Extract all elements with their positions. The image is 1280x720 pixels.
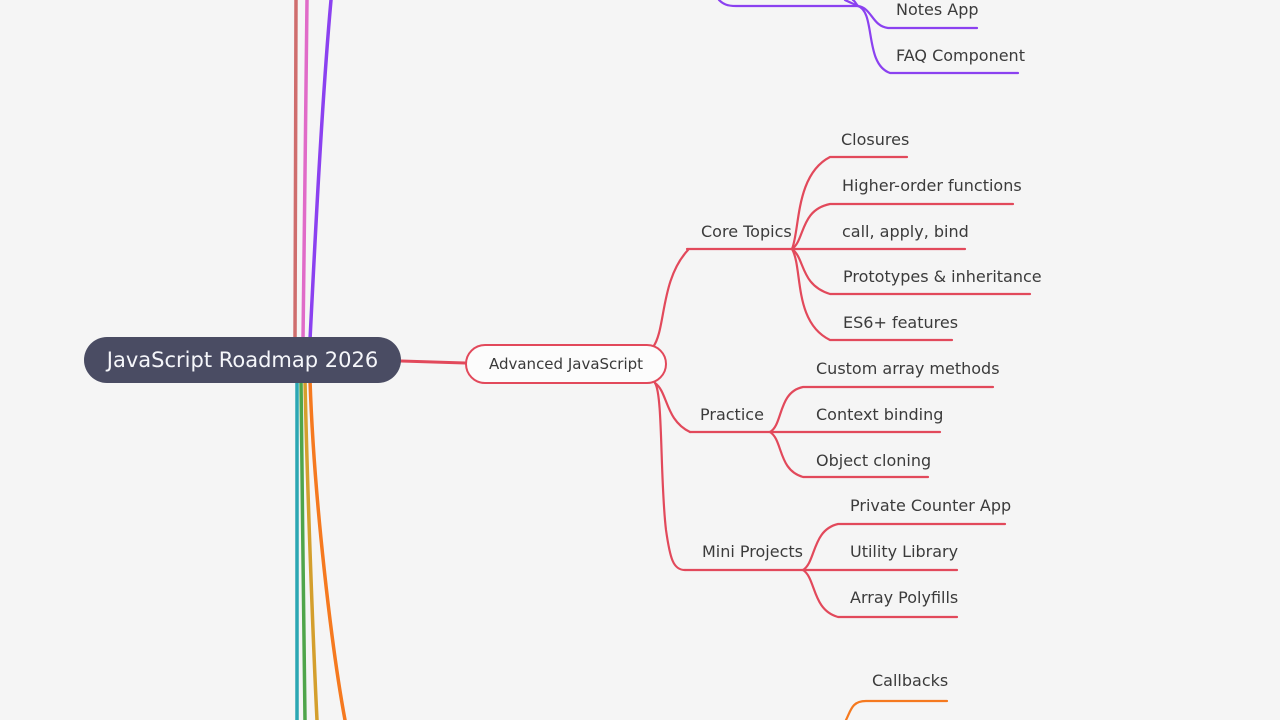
branch-label-core-topics[interactable]: Core Topics — [701, 222, 792, 241]
leaf-label-utility-library[interactable]: Utility Library — [850, 542, 959, 561]
leaf-label-faq-component[interactable]: FAQ Component — [896, 46, 1025, 65]
trunk-edge-salmon — [293, 0, 298, 342]
branch-label-practice[interactable]: Practice — [700, 405, 764, 424]
leaf-label-private-counter-app[interactable]: Private Counter App — [850, 496, 1012, 515]
leaf-label-custom-array-methods[interactable]: Custom array methods — [816, 359, 1000, 378]
leaf-label-array-polyfills[interactable]: Array Polyfills — [850, 588, 959, 607]
leaf-label-context-binding[interactable]: Context binding — [816, 405, 944, 424]
trunk-edge-purple — [308, 0, 333, 342]
root-node[interactable]: JavaScript Roadmap 2026 — [84, 337, 401, 383]
branch-label-mini-projects[interactable]: Mini Projects — [702, 542, 803, 561]
leaf-label-closures[interactable]: Closures — [841, 130, 910, 149]
leaf-label-callbacks[interactable]: Callbacks — [872, 671, 949, 690]
advanced-javascript-node[interactable]: Advanced JavaScript — [465, 344, 667, 384]
red-branch-edges — [399, 155, 1032, 619]
leaf-label-es6-features[interactable]: ES6+ features — [843, 313, 959, 332]
leaf-label-object-cloning[interactable]: Object cloning — [816, 451, 932, 470]
orange-branch-edges — [844, 699, 949, 720]
trunk-edge-orange — [308, 378, 347, 720]
leaf-label-call-apply-bind[interactable]: call, apply, bind — [842, 222, 969, 241]
leaf-label-higher-order-functions[interactable]: Higher-order functions — [842, 176, 1022, 195]
leaf-label-notes-app[interactable]: Notes App — [896, 0, 979, 19]
purple-branch-edges — [717, 0, 1020, 75]
trunk-edge-pink — [301, 0, 309, 342]
advanced-javascript-label: Advanced JavaScript — [488, 355, 644, 373]
trunk-edge-amber — [303, 378, 319, 720]
trunk-edge-green — [299, 378, 307, 720]
leaf-label-prototypes-inheritance[interactable]: Prototypes & inheritance — [843, 267, 1042, 286]
root-node-label: JavaScript Roadmap 2026 — [106, 348, 379, 372]
